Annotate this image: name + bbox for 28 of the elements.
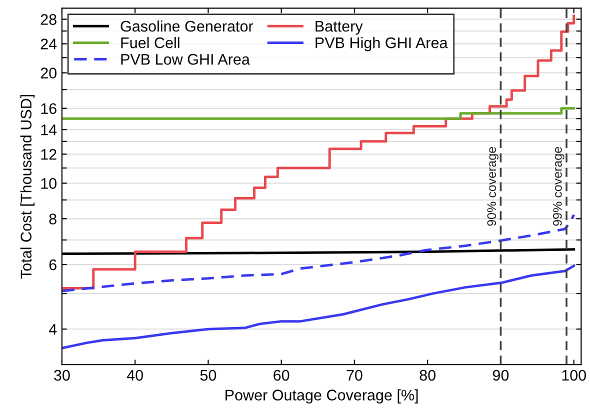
y-tick-label: 6 bbox=[49, 259, 56, 270]
x-tick-label: 70 bbox=[346, 370, 362, 381]
y-tick-label: 4 bbox=[48, 324, 57, 335]
y-tick-label: 8 bbox=[49, 214, 56, 224]
y-tick-label: 20 bbox=[40, 68, 56, 78]
line-series bbox=[62, 264, 576, 350]
legend-label: PVB High GHI Area bbox=[316, 36, 448, 52]
x-axis-title: Power Outage Coverage [%] bbox=[226, 389, 418, 404]
y-tick-label: 16 bbox=[41, 103, 56, 114]
x-tick-label: 80 bbox=[420, 370, 436, 381]
legend-label: Gasoline Generator bbox=[120, 20, 254, 32]
y-tick-label: 28 bbox=[40, 14, 56, 25]
y-tick-label: 10 bbox=[41, 178, 56, 189]
x-tick-label: 40 bbox=[126, 370, 143, 381]
y-axis-title: Total Cost [Thousand USD] bbox=[20, 94, 35, 279]
ref-line-label: 99% coverage bbox=[553, 147, 564, 226]
y-tick-label: 12 bbox=[41, 149, 56, 160]
x-tick-label: 60 bbox=[274, 370, 290, 381]
ref-line-label: 90% coverage bbox=[487, 147, 499, 226]
y-tick-label: 14 bbox=[41, 124, 57, 136]
y-tick-label: 24 bbox=[40, 38, 57, 50]
legend-label: Battery bbox=[316, 21, 363, 35]
legend-label: Fuel Cell bbox=[121, 36, 180, 48]
legend-label: PVB Low GHI Area bbox=[121, 54, 250, 65]
x-tick-label: 90 bbox=[492, 370, 509, 381]
x-tick-label: 30 bbox=[54, 370, 70, 381]
x-tick-label: 50 bbox=[200, 370, 216, 381]
x-tick-label: 100 bbox=[562, 370, 586, 381]
